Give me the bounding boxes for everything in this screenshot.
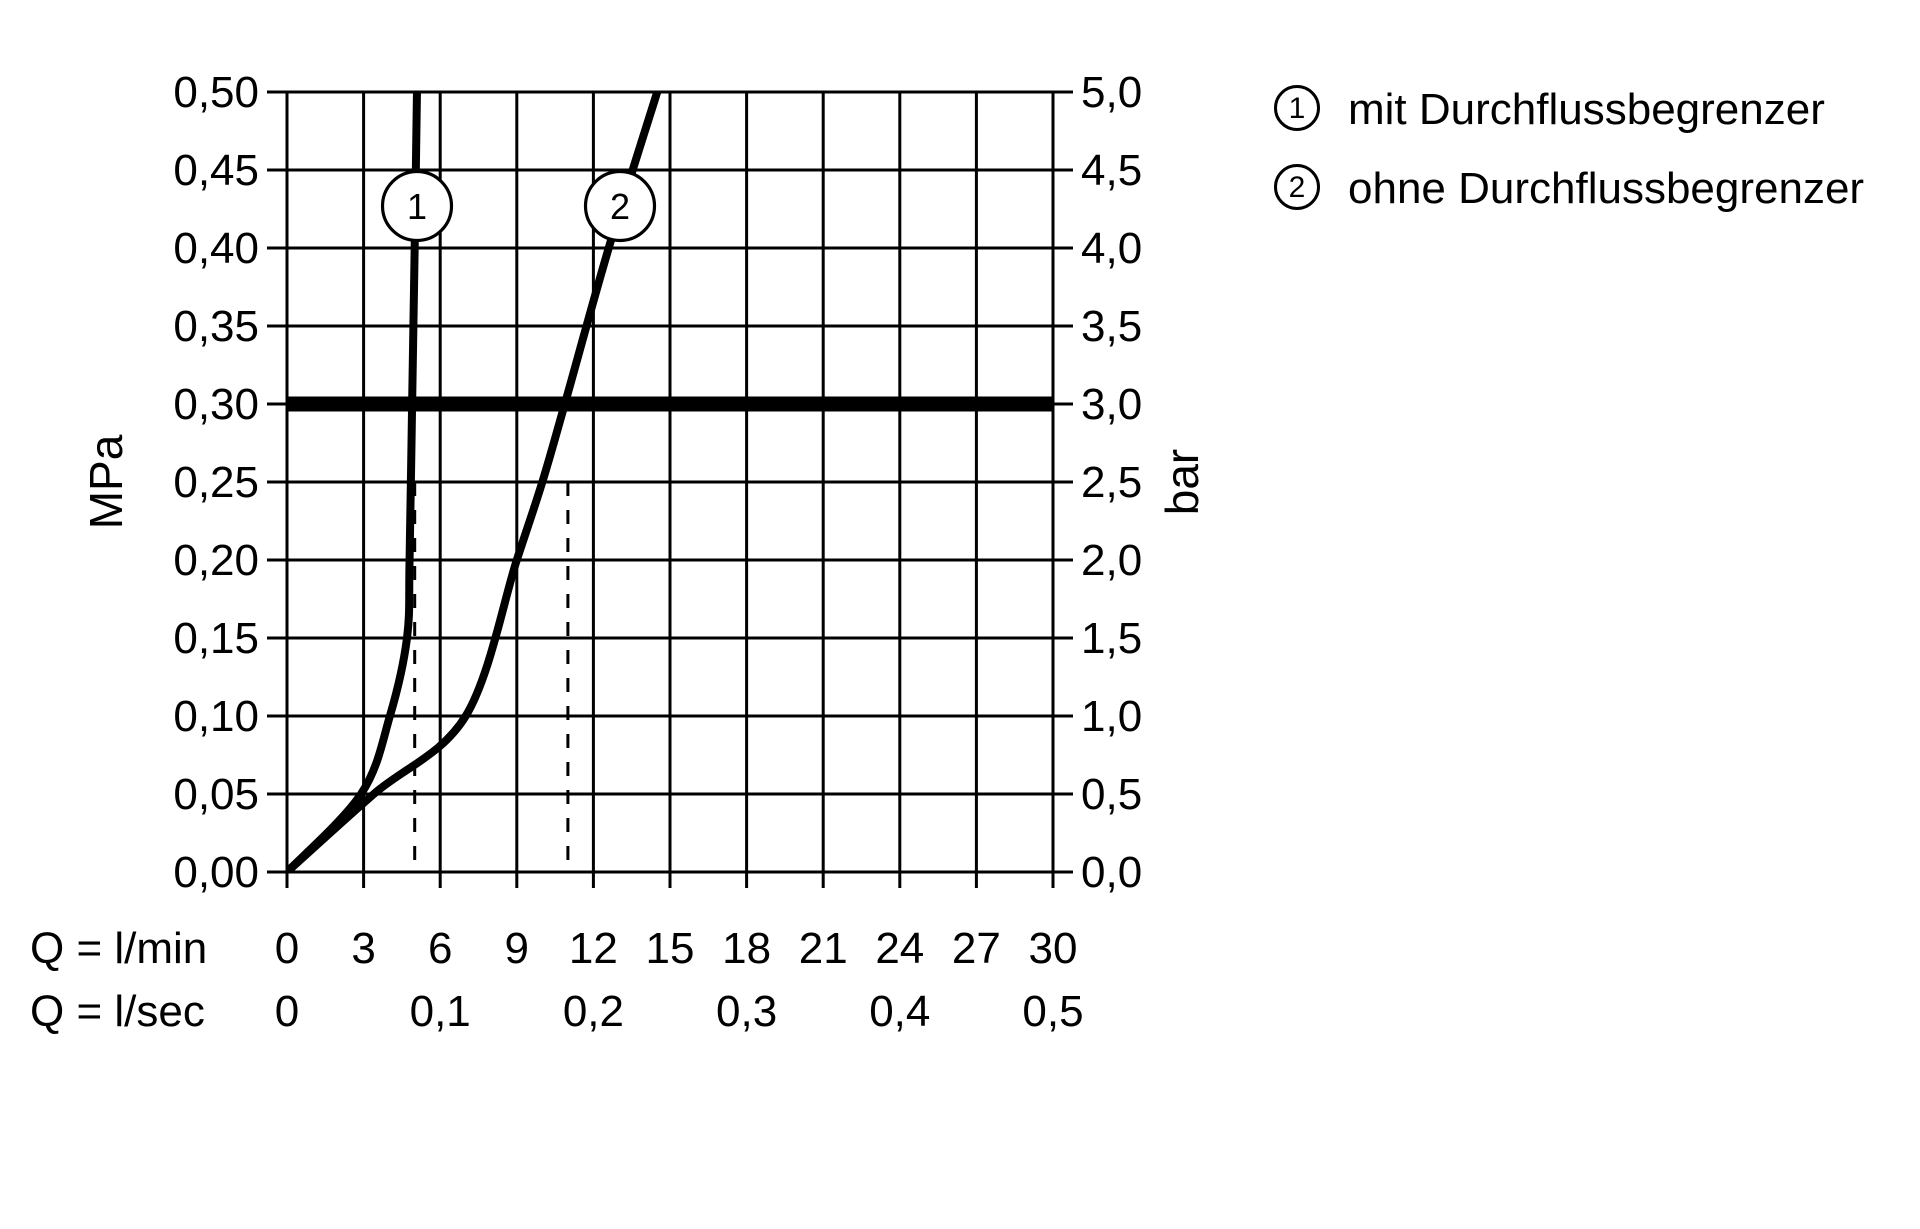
svg-text:3: 3 — [351, 924, 375, 973]
svg-text:Q = l/sec: Q = l/sec — [30, 987, 205, 1036]
svg-text:0,30: 0,30 — [173, 380, 259, 429]
svg-text:3,0: 3,0 — [1081, 380, 1142, 429]
svg-text:0,35: 0,35 — [173, 302, 259, 351]
svg-text:0,00: 0,00 — [173, 848, 259, 897]
svg-text:1,5: 1,5 — [1081, 614, 1142, 663]
svg-text:21: 21 — [799, 924, 848, 973]
svg-text:12: 12 — [569, 924, 618, 973]
svg-text:0,25: 0,25 — [173, 458, 259, 507]
svg-text:6: 6 — [428, 924, 452, 973]
svg-text:MPa: MPa — [80, 434, 132, 529]
svg-text:1,0: 1,0 — [1081, 692, 1142, 741]
svg-text:mit Durchflussbegrenzer: mit Durchflussbegrenzer — [1348, 85, 1825, 134]
svg-text:0: 0 — [275, 924, 299, 973]
svg-text:1: 1 — [407, 186, 427, 227]
svg-text:0,0: 0,0 — [1081, 848, 1142, 897]
svg-text:15: 15 — [646, 924, 695, 973]
svg-text:2: 2 — [610, 186, 630, 227]
svg-text:0,20: 0,20 — [173, 536, 259, 585]
svg-text:0,2: 0,2 — [563, 987, 624, 1036]
svg-text:Q = l/min: Q = l/min — [30, 924, 207, 973]
svg-text:4,0: 4,0 — [1081, 224, 1142, 273]
svg-text:24: 24 — [875, 924, 924, 973]
svg-text:0,3: 0,3 — [716, 987, 777, 1036]
svg-text:1: 1 — [1289, 92, 1306, 125]
svg-text:0,5: 0,5 — [1081, 770, 1142, 819]
svg-text:0,4: 0,4 — [869, 987, 930, 1036]
svg-text:0,05: 0,05 — [173, 770, 259, 819]
svg-text:2,5: 2,5 — [1081, 458, 1142, 507]
svg-text:0,40: 0,40 — [173, 224, 259, 273]
svg-text:2: 2 — [1289, 171, 1306, 204]
svg-text:18: 18 — [722, 924, 771, 973]
svg-text:0,15: 0,15 — [173, 614, 259, 663]
svg-text:5,0: 5,0 — [1081, 68, 1142, 117]
svg-text:3,5: 3,5 — [1081, 302, 1142, 351]
svg-text:0,45: 0,45 — [173, 146, 259, 195]
svg-text:27: 27 — [952, 924, 1001, 973]
svg-text:0,10: 0,10 — [173, 692, 259, 741]
svg-text:0,1: 0,1 — [410, 987, 471, 1036]
svg-text:4,5: 4,5 — [1081, 146, 1142, 195]
svg-text:2,0: 2,0 — [1081, 536, 1142, 585]
svg-text:0,50: 0,50 — [173, 68, 259, 117]
svg-text:ohne Durchflussbegrenzer: ohne Durchflussbegrenzer — [1348, 164, 1864, 213]
svg-text:0,5: 0,5 — [1022, 987, 1083, 1036]
svg-text:30: 30 — [1029, 924, 1078, 973]
svg-text:0: 0 — [275, 987, 299, 1036]
svg-text:9: 9 — [505, 924, 529, 973]
svg-text:bar: bar — [1156, 449, 1208, 515]
